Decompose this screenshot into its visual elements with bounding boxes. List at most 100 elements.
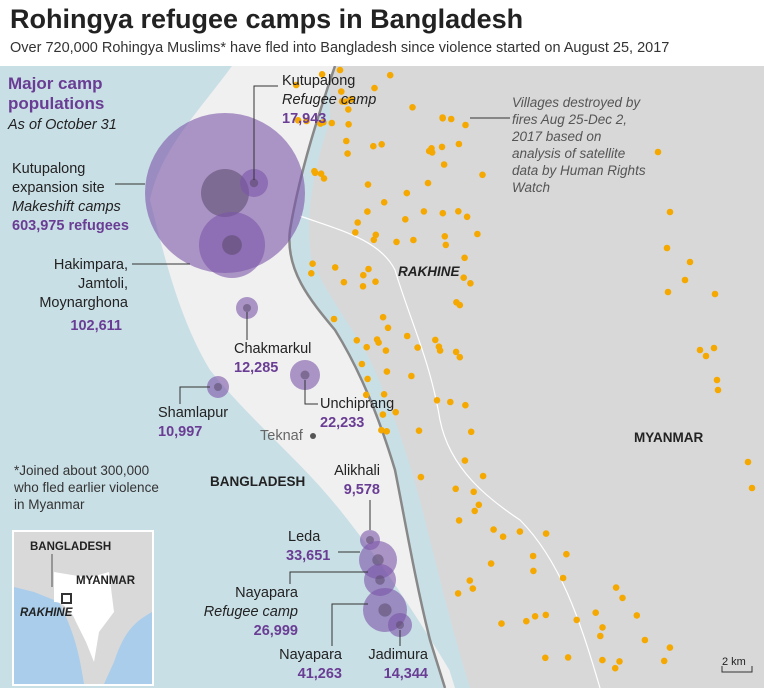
- village-marker: [462, 121, 469, 129]
- village-marker: [462, 401, 469, 409]
- village-marker: [441, 233, 449, 240]
- camp-markers: [145, 113, 412, 637]
- village-marker: [294, 117, 302, 124]
- village-marker: [439, 209, 447, 217]
- village-marker: [383, 428, 391, 435]
- village-marker: [432, 336, 439, 344]
- village-marker: [442, 241, 450, 249]
- village-marker: [456, 353, 464, 361]
- leader-line: [253, 85, 278, 180]
- village-marker: [343, 137, 350, 145]
- village-marker: [563, 550, 570, 558]
- village-marker: [364, 375, 371, 383]
- village-marker: [654, 148, 662, 156]
- label-chakmarkul: Chakmarkul 12,285: [234, 341, 312, 376]
- leader-line: [289, 571, 368, 584]
- village-marker: [516, 528, 524, 535]
- village-marker: [370, 142, 377, 150]
- camp-footprint: [222, 235, 242, 255]
- inset-label-bangladesh: BANGLADESH: [30, 541, 112, 553]
- village-marker: [599, 624, 606, 631]
- village-marker: [564, 654, 572, 661]
- village-marker: [499, 533, 507, 540]
- village-marker: [455, 208, 462, 215]
- village-marker: [410, 236, 417, 244]
- village-marker: [338, 98, 346, 105]
- page-title: Rohingya refugee camps in Bangladesh: [10, 4, 524, 34]
- village-marker: [331, 264, 339, 271]
- village-marker: [379, 411, 387, 418]
- inset-label-myanmar: MYANMAR: [76, 575, 135, 587]
- village-marker: [353, 337, 361, 344]
- village-marker: [592, 609, 599, 616]
- village-marker: [467, 280, 474, 287]
- village-marker: [470, 488, 478, 496]
- village-marker: [365, 265, 372, 273]
- scale-label: 2 km: [722, 656, 746, 668]
- village-marker: [599, 656, 606, 664]
- label-kutupalong-expansion: Kutupalong expansion site Makeshift camps…: [12, 161, 129, 234]
- label-kutupalong: Kutupalong Refugee camp 17,943: [282, 73, 377, 127]
- village-marker: [523, 617, 530, 625]
- village-marker: [359, 283, 367, 290]
- teknaf-marker: [310, 433, 316, 439]
- village-marker: [403, 189, 411, 197]
- village-marker: [542, 611, 550, 619]
- village-marker: [382, 347, 390, 354]
- inset-map: [14, 532, 152, 684]
- village-marker: [616, 658, 623, 665]
- village-marker: [435, 343, 443, 351]
- village-marker: [714, 386, 722, 394]
- road: [299, 215, 601, 688]
- village-marker: [686, 258, 694, 266]
- village-marker: [479, 472, 487, 480]
- village-marker: [354, 219, 362, 226]
- village-marker: [531, 613, 539, 620]
- village-marker: [469, 585, 477, 592]
- label-nayapara: Nayapara 41,263: [279, 647, 342, 682]
- inset-myanmar: [69, 572, 114, 662]
- village-marker: [748, 484, 756, 492]
- leader-line: [179, 386, 210, 404]
- label-myanmar: MYANMAR: [634, 430, 704, 445]
- village-marker: [362, 391, 370, 399]
- village-marker: [370, 236, 378, 244]
- village-marker: [559, 574, 567, 582]
- village-marker: [380, 391, 388, 398]
- village-marker: [378, 426, 385, 434]
- village-marker: [309, 260, 316, 268]
- village-marker: [338, 88, 345, 95]
- leader-line: [331, 603, 368, 646]
- village-marker: [479, 171, 486, 179]
- village-marker: [666, 208, 674, 216]
- village-marker: [660, 657, 668, 665]
- village-marker: [619, 594, 626, 602]
- village-marker: [452, 348, 460, 356]
- village-marker: [384, 324, 392, 332]
- village-marker: [380, 199, 388, 206]
- village-marker: [597, 632, 604, 640]
- label-leda: Leda 33,651: [286, 529, 331, 564]
- village-marker: [447, 115, 455, 123]
- village-marker: [467, 428, 475, 436]
- village-marker: [364, 181, 372, 188]
- village-marker: [414, 344, 421, 351]
- village-marker: [463, 213, 471, 221]
- village-marker: [466, 577, 474, 584]
- village-markers: [292, 66, 756, 672]
- village-marker: [447, 398, 454, 406]
- camp-footprint: [300, 370, 310, 380]
- village-marker: [530, 567, 537, 575]
- village-marker: [330, 315, 338, 323]
- village-marker: [403, 332, 411, 340]
- label-jadimura: Jadimura 14,344: [368, 647, 428, 682]
- village-marker: [409, 104, 416, 111]
- village-marker: [452, 485, 460, 493]
- village-marker: [474, 230, 481, 238]
- village-marker: [360, 271, 367, 279]
- village-marker: [318, 71, 326, 78]
- village-marker: [373, 336, 381, 343]
- village-marker: [392, 408, 400, 416]
- label-unchiprang: Unchiprang 22,233: [320, 396, 395, 431]
